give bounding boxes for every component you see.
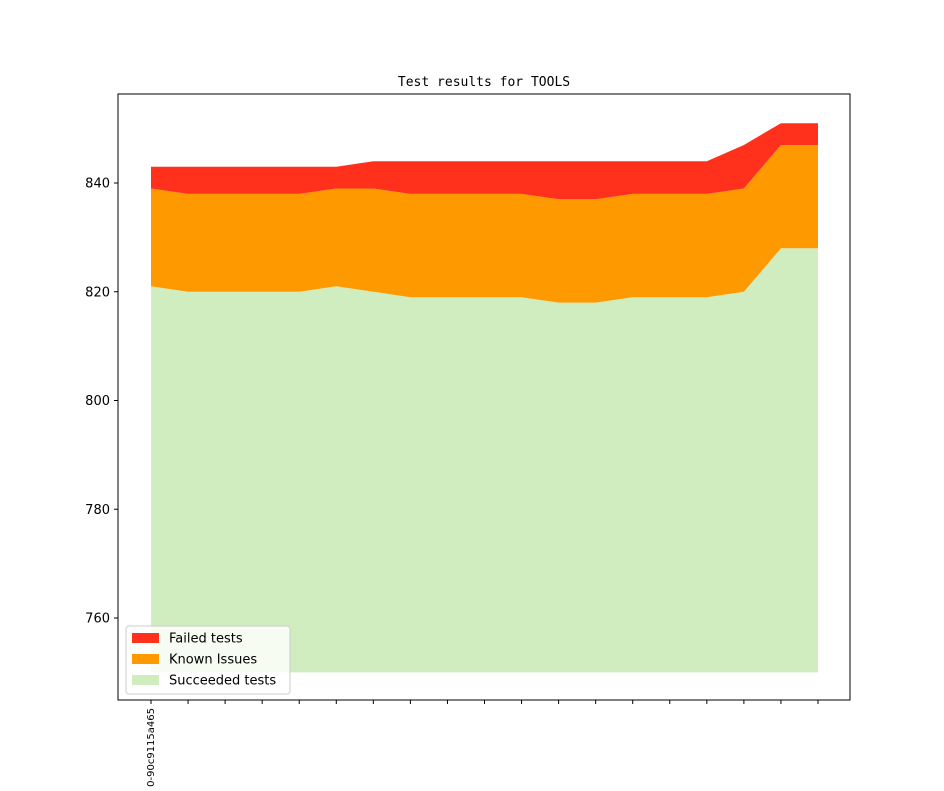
legend-swatch-known-issues — [132, 654, 159, 664]
y-tick-label: 780 — [85, 503, 110, 518]
legend-swatch-failed-tests — [132, 633, 159, 643]
legend: Failed tests Known Issues Succeeded tests — [125, 625, 291, 695]
chart-title: Test results for TOOLS — [398, 75, 570, 90]
legend-label-known-issues: Known Issues — [169, 653, 257, 668]
x-axis: 0-90c9115a465 — [146, 700, 819, 787]
area-layers — [151, 123, 818, 673]
area-known-issues — [151, 144, 818, 303]
legend-swatch-succeeded-tests — [132, 675, 159, 685]
y-tick-label: 820 — [85, 285, 110, 300]
legend-label-failed-tests: Failed tests — [169, 632, 243, 647]
legend-box — [125, 625, 291, 695]
y-tick-label: 840 — [85, 177, 110, 192]
area-succeeded-tests — [151, 248, 818, 673]
x-tick-label: 0-90c9115a465 — [146, 708, 157, 787]
y-axis: 760 780 800 820 840 — [85, 177, 118, 627]
y-tick-label: 800 — [85, 394, 110, 409]
legend-label-succeeded-tests: Succeeded tests — [169, 674, 276, 689]
area-failed-tests — [151, 123, 818, 200]
y-tick-label: 760 — [85, 612, 110, 627]
